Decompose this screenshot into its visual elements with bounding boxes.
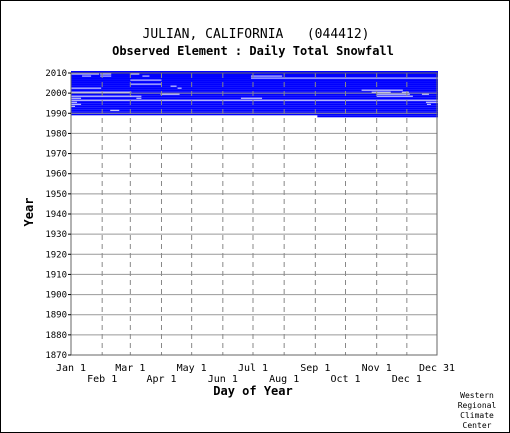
missing-segment <box>421 93 429 95</box>
missing-segment <box>71 87 102 89</box>
y-axis-label: Year <box>22 198 36 227</box>
missing-segment <box>170 85 177 87</box>
x-tick-label-top: Jan 1 <box>56 363 86 374</box>
y-tick-label: 1960 <box>45 170 67 180</box>
y-tick-label: 1900 <box>45 291 67 301</box>
data-row-2009 <box>71 73 439 76</box>
missing-segment <box>71 105 76 107</box>
data-row-2001 <box>71 89 439 92</box>
missing-segment <box>142 75 150 77</box>
x-tick-label-top: May 1 <box>177 363 207 374</box>
x-tick-label-top: Nov 1 <box>362 363 392 374</box>
x-axis-label: Day of Year <box>213 384 292 398</box>
data-row-1990 <box>71 111 439 114</box>
missing-segment <box>82 75 92 77</box>
missing-segment <box>71 73 100 75</box>
x-tick-label-bottom: Dec 1 <box>392 374 422 385</box>
x-tick-label-top: Sep 1 <box>300 363 330 374</box>
x-tick-label-top: Dec 31 <box>419 363 455 374</box>
data-row-1988 <box>317 115 439 118</box>
data-row-1999 <box>71 93 439 96</box>
data-row-1998 <box>71 95 439 98</box>
data-row-2005 <box>71 81 439 84</box>
y-tick-label: 1930 <box>45 230 67 240</box>
x-tick-label-top: Jul 1 <box>238 363 268 374</box>
x-tick-label-bottom: Apr 1 <box>146 374 176 385</box>
credit-line: Climate <box>460 411 494 420</box>
missing-segment <box>130 79 162 81</box>
missing-segment <box>110 109 120 111</box>
missing-segment <box>71 97 82 99</box>
data-row-1992 <box>71 107 439 110</box>
y-tick-label: 2000 <box>45 89 67 99</box>
x-tick-label-bottom: Feb 1 <box>87 374 117 385</box>
x-tick-label-bottom: Jun 1 <box>208 374 238 385</box>
data-row-2003 <box>71 85 439 88</box>
y-tick-labels: 2010 2000 1990 1980 1970 1960 1950 1940 1930 1920… <box>45 69 71 361</box>
missing-segment <box>100 73 112 75</box>
data-row-2010 <box>71 70 439 73</box>
x-tick-label-top: Mar 1 <box>115 363 145 374</box>
y-tick-label: 1950 <box>45 190 67 200</box>
x-tick-label-bottom: Aug 1 <box>269 374 299 385</box>
missing-segment <box>425 101 439 103</box>
missing-segment <box>401 91 409 93</box>
credit-line: Western <box>460 391 494 400</box>
missing-segment <box>100 75 112 77</box>
data-row-1991 <box>71 109 439 112</box>
data-row-1994 <box>71 103 439 106</box>
credit-line: Regional <box>458 401 497 410</box>
missing-segment <box>426 103 431 105</box>
data-row-2000 <box>71 91 439 94</box>
chart-title: JULIAN, CALIFORNIA (044412) <box>143 27 370 42</box>
missing-segment <box>376 95 413 97</box>
data-row-1993 <box>71 105 439 108</box>
missing-segment <box>177 87 182 89</box>
missing-segment <box>371 91 391 93</box>
missing-segment <box>71 101 78 103</box>
y-tick-label: 1970 <box>45 150 67 160</box>
data-layer <box>71 70 439 118</box>
missing-segment <box>130 83 162 85</box>
missing-segment <box>160 93 180 95</box>
data-row-2004 <box>71 83 439 86</box>
missing-segment <box>240 97 263 99</box>
missing-segment <box>136 97 142 99</box>
missing-segment <box>250 75 283 77</box>
missing-segment <box>71 103 82 105</box>
data-row-1989 <box>71 113 439 116</box>
grid-layer <box>70 72 438 356</box>
y-tick-label: 1990 <box>45 109 67 119</box>
y-tick-label: 2010 <box>45 69 67 79</box>
missing-segment <box>250 77 439 79</box>
chart-subtitle: Observed Element : Daily Total Snowfall <box>112 44 394 58</box>
missing-segment <box>71 95 132 97</box>
y-tick-label: 1890 <box>45 311 67 321</box>
missing-segment <box>361 89 403 91</box>
y-tick-label: 1870 <box>45 351 67 361</box>
y-tick-label: 1940 <box>45 210 67 220</box>
x-tick-label-bottom: Oct 1 <box>330 374 360 385</box>
missing-segment <box>130 95 142 97</box>
y-tick-label: 1910 <box>45 270 67 280</box>
missing-segment <box>130 73 140 75</box>
missing-segment <box>71 99 439 101</box>
y-tick-label: 1920 <box>45 250 67 260</box>
data-row-1995 <box>71 101 439 104</box>
missing-segment <box>376 93 410 95</box>
credit-line: Center <box>463 421 492 430</box>
data-row-2002 <box>71 87 439 90</box>
y-tick-label: 1980 <box>45 129 67 139</box>
x-tick-labels: Jan 1 Mar 1 May 1 Jul 1 Sep 1 Nov 1 Dec 31 Feb … <box>56 363 455 385</box>
data-row-2006 <box>71 79 439 82</box>
missing-segment <box>71 91 132 93</box>
y-tick-label: 1880 <box>45 331 67 341</box>
